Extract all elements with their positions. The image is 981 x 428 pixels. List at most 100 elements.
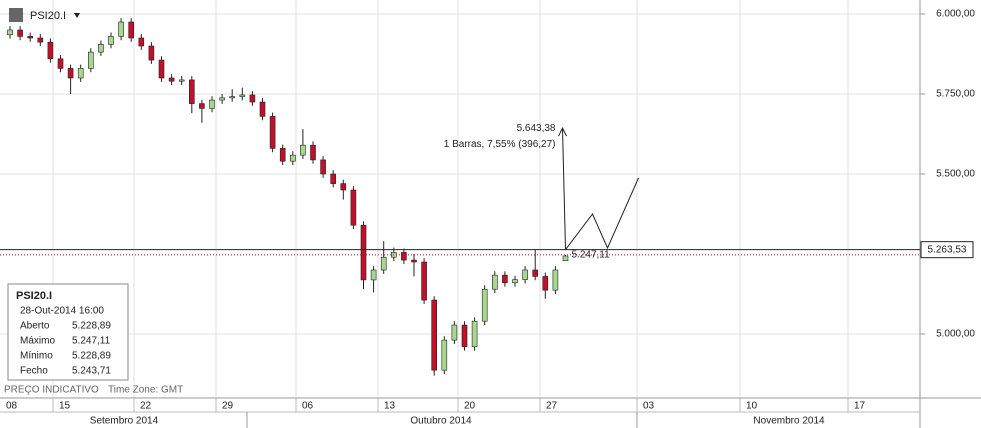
candle-body bbox=[421, 261, 427, 301]
x-tick-label: 13 bbox=[384, 401, 396, 412]
x-tick-label: 17 bbox=[854, 401, 866, 412]
measure-arrow bbox=[562, 128, 566, 250]
x-tick-label: 15 bbox=[59, 401, 71, 412]
x-tick-label: 03 bbox=[643, 401, 655, 412]
timezone: Time Zone: GMT bbox=[108, 385, 183, 396]
candle-body bbox=[98, 44, 104, 53]
x-tick-label: 27 bbox=[546, 401, 558, 412]
grid bbox=[0, 0, 920, 398]
x-tick-label: 08 bbox=[6, 401, 18, 412]
symbol-icon[interactable] bbox=[9, 8, 23, 22]
candle-body bbox=[441, 339, 448, 371]
candle-body bbox=[88, 51, 94, 69]
candle-body bbox=[401, 252, 407, 261]
candle-body bbox=[199, 103, 205, 109]
candle-body bbox=[47, 41, 54, 60]
candle-body bbox=[108, 36, 114, 45]
candle-body bbox=[512, 279, 518, 284]
x-tick-label: 10 bbox=[746, 401, 758, 412]
candle-body bbox=[310, 144, 316, 161]
candle-body bbox=[562, 255, 569, 262]
candle-body bbox=[451, 324, 458, 341]
candle-body bbox=[17, 29, 23, 37]
arrow-head bbox=[558, 126, 567, 137]
info-label: Aberto bbox=[20, 321, 50, 332]
candle-body bbox=[461, 324, 468, 348]
candle-body bbox=[259, 101, 266, 117]
symbol[interactable]: PSI20.I bbox=[30, 10, 66, 22]
candle-body bbox=[532, 269, 539, 277]
candle-body bbox=[118, 21, 124, 37]
candles bbox=[7, 18, 569, 376]
candle-body bbox=[67, 68, 74, 79]
month-label: Novembro 2014 bbox=[753, 416, 825, 427]
x-tick-label: 29 bbox=[222, 401, 234, 412]
candle-body bbox=[37, 37, 44, 43]
candle-body bbox=[239, 94, 246, 97]
dropdown-arrow[interactable] bbox=[74, 13, 80, 18]
candle-body bbox=[542, 276, 549, 291]
price-label: 5.263,53 bbox=[928, 244, 967, 255]
drawing bbox=[565, 177, 639, 250]
candle-body bbox=[370, 269, 377, 281]
candle-body bbox=[27, 36, 34, 39]
candle-body bbox=[491, 274, 498, 290]
y-tick-label: 5.750,00 bbox=[936, 89, 975, 100]
candle-body bbox=[178, 79, 185, 82]
candle-body bbox=[360, 224, 367, 281]
candle-body bbox=[320, 159, 326, 175]
candle-body bbox=[128, 21, 134, 39]
candle-body bbox=[502, 274, 508, 284]
measure-label: 1 Barras, 7,55% (396,27) bbox=[444, 139, 556, 150]
candle-body bbox=[219, 97, 225, 101]
y-tick-label: 5.000,00 bbox=[936, 329, 975, 340]
candle-body bbox=[168, 77, 175, 82]
candle-body bbox=[330, 173, 337, 184]
candle-body bbox=[289, 154, 296, 162]
y-tick-label: 5.500,00 bbox=[936, 169, 975, 180]
candle-body bbox=[411, 259, 417, 263]
info-label: Máximo bbox=[20, 336, 55, 347]
candle-body bbox=[189, 79, 195, 104]
x-tick-label: 20 bbox=[464, 401, 476, 412]
info-label: Mínimo bbox=[20, 351, 53, 362]
candle-body bbox=[380, 256, 387, 271]
candle-body bbox=[552, 269, 559, 291]
info-value: 5.247,11 bbox=[72, 336, 111, 347]
target-label: 5.643,38 bbox=[517, 123, 556, 134]
footer: PREÇO INDICATIVO bbox=[4, 385, 99, 396]
candle-body bbox=[279, 148, 286, 162]
candle-body bbox=[481, 288, 488, 322]
month-label: Setembro 2014 bbox=[90, 416, 159, 427]
candle-body bbox=[229, 96, 235, 99]
candle-body bbox=[522, 269, 528, 280]
x-tick-label: 06 bbox=[302, 401, 314, 412]
candle-body bbox=[57, 58, 64, 69]
candle-body bbox=[350, 189, 357, 226]
candle-body bbox=[471, 320, 478, 348]
candle-body bbox=[158, 59, 165, 79]
candle-body bbox=[431, 299, 438, 371]
candle-body bbox=[269, 116, 276, 149]
info-datetime: 28-Out-2014 16:00 bbox=[20, 306, 104, 317]
last-high-label: 5.247,11 bbox=[572, 250, 611, 261]
candle-body bbox=[138, 37, 145, 47]
candle-body bbox=[249, 94, 256, 103]
info-box bbox=[7, 283, 129, 381]
info-value: 5.228,89 bbox=[72, 321, 111, 332]
info-label: Fecho bbox=[20, 366, 48, 377]
y-tick-label: 6.000,00 bbox=[936, 9, 975, 20]
candle-body bbox=[77, 68, 84, 79]
candle-body bbox=[300, 144, 306, 156]
candle-body bbox=[7, 29, 13, 36]
candle-body bbox=[209, 99, 215, 109]
price-label-box bbox=[920, 241, 974, 259]
info-value: 5.243,71 bbox=[72, 366, 111, 377]
info-symbol: PSI20.I bbox=[16, 290, 52, 302]
x-tick-label: 22 bbox=[140, 401, 152, 412]
candle-body bbox=[340, 183, 347, 191]
candle-body bbox=[148, 45, 155, 61]
info-value: 5.228,89 bbox=[72, 351, 111, 362]
